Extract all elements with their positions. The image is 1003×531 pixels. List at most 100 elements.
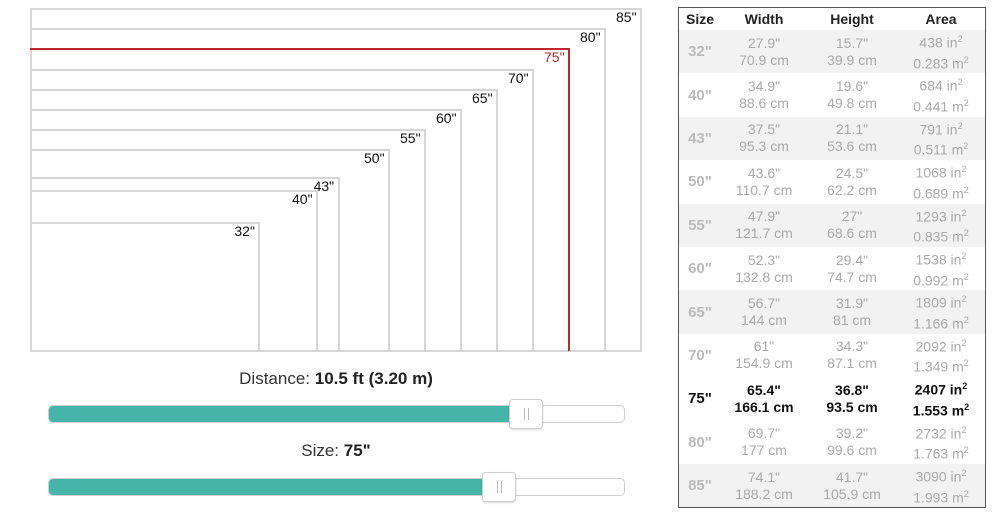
height-cm: 68.6 cm xyxy=(827,225,877,242)
area-cell: 791 in2 0.511 m2 xyxy=(897,116,986,161)
size-cell: 40" xyxy=(678,73,721,117)
header-width: Width xyxy=(744,11,784,27)
table-row[interactable]: 75" 65.4" 166.1 cm 36.8" 93.5 cm 2407 in2 1.55… xyxy=(678,377,986,421)
table-row[interactable]: 65" 56.7" 144 cm 31.9" 81 cm 1809 in2 1.166 m2 xyxy=(678,290,986,334)
tv-outline-65 xyxy=(30,88,498,351)
table-row[interactable]: 55" 47.9" 121.7 cm 27" 68.6 cm 1293 in2 0.835 … xyxy=(678,203,986,247)
size-value: 80" xyxy=(688,433,712,451)
tv-outline-85 xyxy=(30,8,642,351)
width-inches: 56.7" xyxy=(747,295,781,312)
table-row[interactable]: 60" 52.3" 132.8 cm 29.4" 74.7 cm 1538 in2 0.99… xyxy=(678,246,986,291)
superscript: 2 xyxy=(961,164,967,175)
table-row[interactable]: 40" 34.9" 88.6 cm 19.6" 49.8 cm 684 in2 0.441 … xyxy=(678,73,986,117)
width-inches: 65.4" xyxy=(747,381,781,398)
size-value: 65" xyxy=(688,303,712,321)
superscript: 2 xyxy=(964,401,970,412)
distance-label: Distance: xyxy=(239,369,311,388)
width-cell: 52.3" 132.8 cm xyxy=(721,246,807,291)
header-size: Size xyxy=(685,11,714,27)
table-row[interactable]: 43" 37.5" 95.3 cm 21.1" 53.6 cm 791 in2 0.511 … xyxy=(678,116,986,161)
size-value: 50" xyxy=(688,173,712,191)
width-inches: 52.3" xyxy=(747,251,781,268)
tv-size-label-60: 60" xyxy=(436,109,457,126)
size-cell: 32" xyxy=(678,30,721,74)
area-sq-inches: 2407 in xyxy=(914,381,963,398)
size-cell: 70" xyxy=(678,333,721,378)
table-row[interactable]: 32" 27.9" 70.9 cm 15.7" 39.9 cm 438 in2 0.283 … xyxy=(678,30,986,74)
area-sq-inches: 3090 in xyxy=(915,468,962,485)
width-cm: 188.2 cm xyxy=(735,485,793,502)
superscript: 2 xyxy=(957,120,963,131)
area-cell: 438 in2 0.283 m2 xyxy=(897,30,986,74)
width-cell: 37.5" 95.3 cm xyxy=(721,116,807,161)
height-inches: 27" xyxy=(841,208,863,225)
area-cell: 2407 in2 1.553 m2 xyxy=(897,377,986,421)
size-cell: 43" xyxy=(678,116,721,161)
height-cell: 36.8" 93.5 cm xyxy=(807,377,897,421)
size-slider[interactable] xyxy=(48,472,625,502)
superscript: 2 xyxy=(963,54,969,65)
size-cell: 55" xyxy=(678,203,721,247)
superscript: 2 xyxy=(957,77,963,88)
table-row[interactable]: 50" 43.6" 110.7 cm 24.5" 62.2 cm 1068 in2 0.68… xyxy=(678,160,986,204)
height-cm: 99.6 cm xyxy=(827,442,877,459)
area-sq-meters: 0.283 m xyxy=(913,55,964,72)
superscript: 2 xyxy=(962,381,968,392)
grip-icon xyxy=(497,481,499,493)
width-cell: 61" 154.9 cm xyxy=(721,333,807,378)
superscript: 2 xyxy=(963,271,969,282)
height-cm: 53.6 cm xyxy=(827,138,877,155)
size-value: 43" xyxy=(688,129,712,147)
height-inches: 19.6" xyxy=(835,78,869,95)
size-cell: 65" xyxy=(678,290,721,334)
superscript: 2 xyxy=(963,98,969,109)
area-cell: 1293 in2 0.835 m2 xyxy=(897,203,986,247)
area-sq-inches: 1809 in xyxy=(915,295,962,312)
width-cm: 95.3 cm xyxy=(739,138,789,155)
size-cell: 75" xyxy=(678,377,721,421)
grip-icon xyxy=(501,481,503,493)
area-sq-meters: 1.763 m xyxy=(913,445,964,462)
area-sq-inches: 791 in xyxy=(919,121,958,138)
height-cm: 49.8 cm xyxy=(827,95,877,112)
height-cell: 29.4" 74.7 cm xyxy=(807,246,897,291)
width-cm: 70.9 cm xyxy=(739,51,789,68)
height-cm: 81 cm xyxy=(832,312,872,329)
header-area: Area xyxy=(925,11,957,27)
height-inches: 21.1" xyxy=(835,121,869,138)
distance-slider[interactable] xyxy=(48,399,625,429)
tv-size-label-65: 65" xyxy=(472,89,493,106)
height-cell: 34.3" 87.1 cm xyxy=(807,333,897,378)
table-row[interactable]: 80" 69.7" 177 cm 39.2" 99.6 cm 2732 in2 1.763 … xyxy=(678,420,986,464)
width-cell: 65.4" 166.1 cm xyxy=(721,377,807,421)
size-value: 70" xyxy=(688,346,712,364)
table-row[interactable]: 85" 74.1" 188.2 cm 41.7" 105.9 cm 3090 in2 1.9… xyxy=(678,463,986,508)
width-cell: 47.9" 121.7 cm xyxy=(721,203,807,247)
table-row[interactable]: 70" 61" 154.9 cm 34.3" 87.1 cm 2092 in2 1.349 … xyxy=(678,333,986,378)
width-cm: 132.8 cm xyxy=(735,268,793,285)
height-cell: 41.7" 105.9 cm xyxy=(807,463,897,508)
size-slider-handle[interactable] xyxy=(482,472,517,502)
distance-slider-handle[interactable] xyxy=(508,399,543,429)
width-cm: 110.7 cm xyxy=(735,181,793,198)
area-sq-meters: 1.993 m xyxy=(913,489,964,506)
area-cell: 1068 in2 0.689 m2 xyxy=(897,160,986,204)
height-cm: 105.9 cm xyxy=(823,485,881,502)
width-inches: 43.6" xyxy=(747,164,781,181)
height-cell: 31.9" 81 cm xyxy=(807,290,897,334)
size-value: 75" xyxy=(343,441,371,460)
area-cell: 2092 in2 1.349 m2 xyxy=(897,333,986,378)
tv-size-label-43: 43" xyxy=(313,178,335,195)
tv-size-label-75: 75" xyxy=(544,49,565,66)
superscript: 2 xyxy=(961,250,967,261)
size-slider-fill xyxy=(49,479,500,495)
area-cell: 2732 in2 1.763 m2 xyxy=(897,420,986,464)
area-sq-meters: 0.511 m xyxy=(913,142,964,159)
superscript: 2 xyxy=(961,207,967,218)
grip-icon xyxy=(527,408,529,420)
diagram-baseline xyxy=(30,350,642,352)
tv-size-label-40: 40" xyxy=(292,190,313,207)
width-cell: 74.1" 188.2 cm xyxy=(721,463,807,508)
tv-size-label-50: 50" xyxy=(364,150,385,167)
area-cell: 1809 in2 1.166 m2 xyxy=(897,290,986,334)
